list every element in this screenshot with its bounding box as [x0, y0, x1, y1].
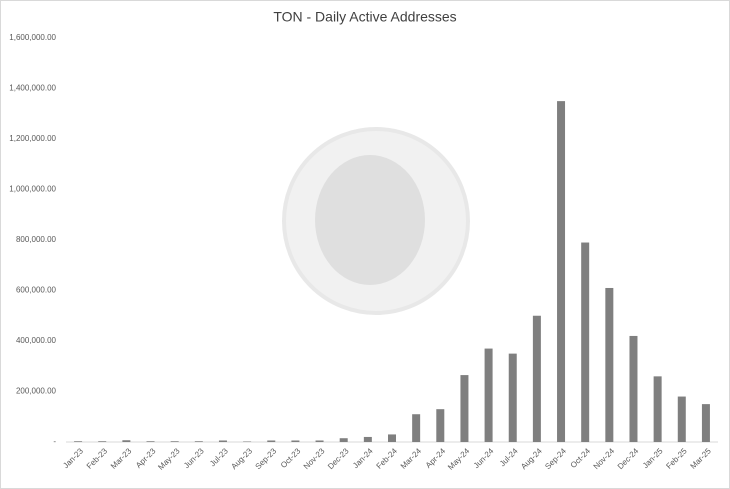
bar	[363, 436, 372, 442]
bar	[98, 441, 107, 442]
bar	[170, 441, 179, 442]
bar	[243, 441, 252, 442]
y-tick-label: 600,000.00	[16, 286, 57, 295]
bar	[460, 375, 469, 442]
bar	[701, 404, 710, 442]
y-tick-label: 1,600,000.00	[9, 33, 56, 42]
bar	[629, 335, 638, 442]
y-tick-label: 1,000,000.00	[9, 185, 56, 194]
bar	[194, 441, 203, 442]
bar	[677, 396, 686, 442]
y-tick-label: 800,000.00	[16, 235, 57, 244]
watermark-coin	[282, 127, 470, 315]
y-tick-label: 1,200,000.00	[9, 134, 56, 143]
bar	[291, 440, 300, 442]
bar	[436, 409, 445, 442]
bar	[339, 438, 348, 442]
bar	[532, 315, 541, 442]
bar	[653, 376, 662, 442]
watermark-face	[315, 155, 425, 285]
bar	[122, 440, 131, 442]
bar	[388, 434, 396, 442]
bar	[605, 287, 614, 442]
bar	[74, 441, 83, 442]
bar	[218, 440, 227, 442]
watermark	[282, 127, 470, 315]
y-tick-label: -	[53, 437, 56, 446]
bar	[267, 440, 276, 442]
y-tick-label: 400,000.00	[16, 336, 57, 345]
y-tick-label: 1,400,000.00	[9, 84, 56, 93]
bar	[557, 101, 566, 442]
y-tick-label: 200,000.00	[16, 387, 57, 396]
bar	[412, 414, 421, 442]
chart-title: TON - Daily Active Addresses	[273, 9, 456, 25]
bar	[315, 440, 324, 442]
bar	[508, 353, 517, 442]
bar	[581, 242, 590, 442]
bar	[146, 441, 155, 442]
bar	[484, 348, 493, 442]
